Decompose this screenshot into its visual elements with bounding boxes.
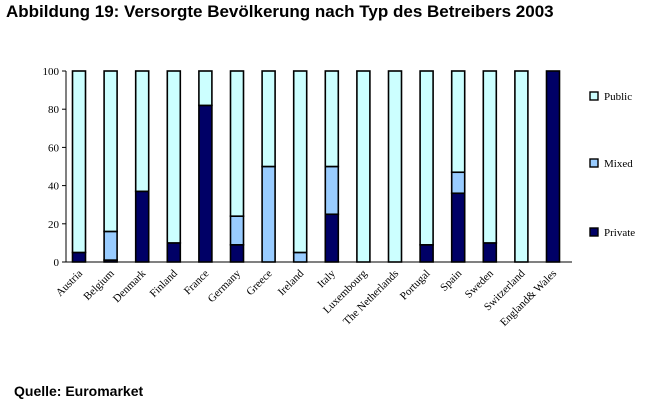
x-tick-label-spain: Spain bbox=[438, 267, 465, 294]
bar-france-public bbox=[198, 70, 213, 107]
y-tick-label-80: 80 bbox=[48, 104, 60, 116]
bar-spain-private bbox=[450, 192, 466, 263]
bar-italy-mixed bbox=[324, 165, 340, 216]
bar-belgium-public bbox=[103, 70, 118, 233]
bar-denmark-private bbox=[134, 190, 150, 263]
bar-austria-public bbox=[71, 70, 87, 254]
bar-portugal-public bbox=[419, 70, 434, 246]
legend: Public Mixed Private bbox=[589, 91, 635, 239]
y-tick-label-60: 60 bbox=[48, 142, 60, 154]
x-tick-label-greece: Greece bbox=[244, 268, 275, 299]
bars-group bbox=[71, 70, 561, 263]
bar-germany-private bbox=[229, 244, 245, 263]
y-tick-label-0: 0 bbox=[54, 257, 60, 269]
legend-swatch-private bbox=[589, 227, 599, 237]
x-tick-label-italy: Italy bbox=[315, 267, 338, 290]
x-tick-label-finland: Finland bbox=[148, 267, 181, 300]
bar-germany-public bbox=[229, 70, 245, 217]
legend-label-private: Private bbox=[604, 227, 635, 239]
bar-italy-public bbox=[324, 70, 340, 168]
bar-austria-private bbox=[71, 251, 87, 263]
bar-finland-public bbox=[166, 70, 182, 244]
y-tick-label-100: 100 bbox=[43, 66, 60, 78]
bar-france-private bbox=[198, 104, 213, 263]
bar-italy-private bbox=[324, 213, 340, 263]
bar-england-wales-private bbox=[545, 70, 561, 263]
bar-the-netherlands-public bbox=[387, 70, 403, 263]
bar-ireland-mixed bbox=[292, 251, 308, 263]
legend-swatch-public bbox=[589, 91, 599, 101]
x-tick-label-germany: Germany bbox=[206, 267, 244, 305]
bar-spain-public bbox=[450, 70, 466, 174]
figure-title: Abbildung 19: Versorgte Bevölkerung nach… bbox=[6, 2, 554, 21]
bar-germany-mixed bbox=[229, 215, 245, 246]
bar-greece-mixed bbox=[261, 165, 276, 263]
x-tick-label-portugal: Portugal bbox=[398, 268, 433, 303]
y-tick-label-40: 40 bbox=[48, 181, 60, 193]
legend-label-mixed: Mixed bbox=[604, 158, 633, 170]
bar-denmark-public bbox=[134, 70, 150, 193]
bar-sweden-public bbox=[482, 70, 498, 244]
bar-luxembourg-public bbox=[356, 70, 371, 263]
bar-portugal-private bbox=[419, 244, 434, 263]
bar-sweden-private bbox=[482, 242, 498, 263]
bar-finland-private bbox=[166, 242, 182, 263]
x-tick-label-france: France bbox=[182, 268, 212, 298]
bar-switzerland-public bbox=[514, 70, 529, 263]
x-tick-label-denmark: Denmark bbox=[111, 267, 149, 305]
x-tick-label-ireland: Ireland bbox=[276, 267, 307, 298]
source-note: Quelle: Euromarket bbox=[14, 383, 144, 399]
bar-spain-mixed bbox=[450, 171, 466, 195]
bar-greece-public bbox=[261, 70, 276, 168]
x-tick-label-england-wales: England& Wales bbox=[498, 268, 559, 329]
legend-label-public: Public bbox=[604, 91, 632, 103]
x-tick-label-the-netherlands: The Netherlands bbox=[341, 268, 401, 328]
legend-swatch-mixed bbox=[589, 158, 599, 168]
y-tick-label-20: 20 bbox=[48, 219, 60, 231]
bar-ireland-public bbox=[292, 70, 308, 254]
bar-belgium-mixed bbox=[103, 230, 118, 261]
